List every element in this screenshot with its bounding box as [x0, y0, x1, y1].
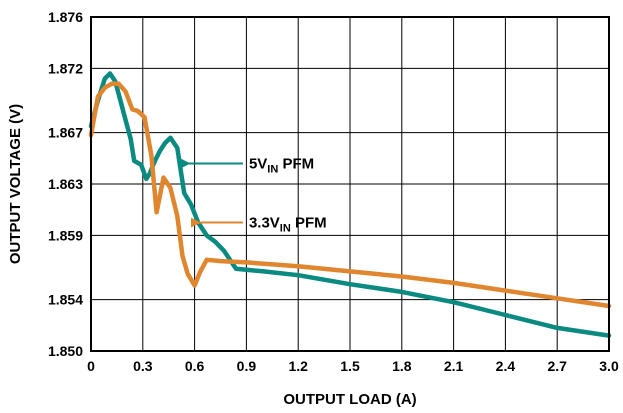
y-tick-label: 1.859: [48, 227, 83, 243]
x-tick-label: 2.7: [547, 358, 567, 374]
x-tick-label: 0.3: [133, 358, 153, 374]
y-tick-label: 1.850: [48, 343, 83, 359]
x-tick-label: 2.1: [444, 358, 464, 374]
plot-area: [90, 16, 610, 352]
series-label: 5VIN PFM: [249, 155, 314, 175]
y-tick-label: 1.876: [48, 9, 83, 25]
series-line-0: [88, 71, 612, 338]
x-tick-label: 0.6: [185, 358, 205, 374]
y-axis-label: OUTPUT VOLTAGE (V): [7, 104, 24, 264]
x-tick-label: 0: [87, 358, 95, 374]
y-axis-ticks: 1.850 1.854 1.859 1.863 1.867 1.872 1.876: [48, 9, 83, 359]
series-label-main: 3.3V: [249, 215, 280, 232]
grid: [91, 17, 609, 351]
series-label-tail: PFM: [291, 215, 327, 232]
x-tick-label: 2.4: [496, 358, 516, 374]
series-label-subscript: IN: [267, 163, 278, 175]
y-tick-label: 1.854: [48, 292, 83, 308]
x-tick-label: 1.5: [340, 358, 360, 374]
x-axis-ticks: 0 0.3 0.6 0.9 1.2 1.5 1.8 2.1 2.4 2.7 3.0: [87, 358, 619, 374]
y-tick-label: 1.867: [48, 125, 83, 141]
series-label: 3.3VIN PFM: [249, 215, 327, 235]
x-tick-label: 0.9: [237, 358, 257, 374]
y-tick-label: 1.872: [48, 60, 83, 76]
series-line-1: [88, 81, 612, 309]
x-tick-label: 1.2: [288, 358, 308, 374]
x-tick-label: 3.0: [599, 358, 619, 374]
x-axis-label: OUTPUT LOAD (A): [283, 391, 416, 408]
series-label-main: 5V: [249, 155, 267, 172]
x-tick-label: 1.8: [392, 358, 412, 374]
y-tick-label: 1.863: [48, 176, 83, 192]
series-label-tail: PFM: [278, 155, 314, 172]
series-label-subscript: IN: [280, 223, 291, 235]
series-group: [88, 71, 612, 338]
